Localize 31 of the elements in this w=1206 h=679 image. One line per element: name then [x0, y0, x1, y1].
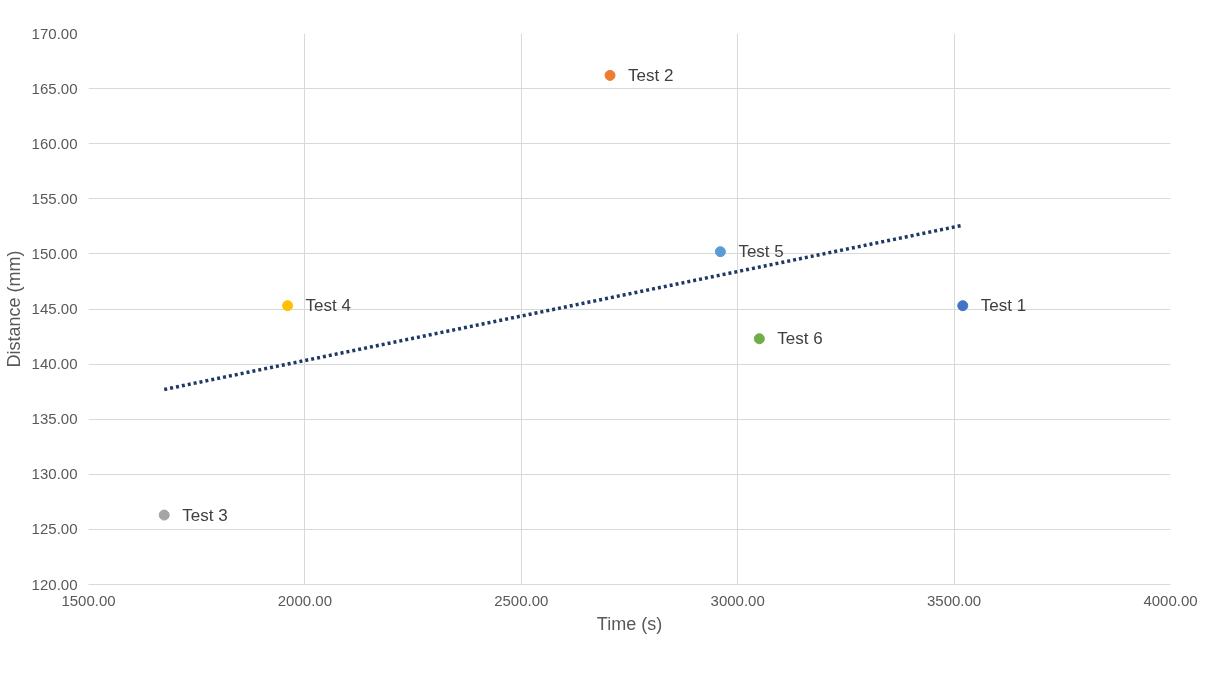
y-tick-label: 120.00: [31, 575, 78, 593]
x-tick-label: 4000.00: [1143, 591, 1198, 609]
x-tick-label: 3000.00: [710, 591, 765, 609]
x-tick-label: 3500.00: [926, 591, 982, 609]
y-tick-label: 145.00: [31, 300, 78, 317]
y-tick-label: 135.00: [31, 410, 78, 428]
y-tick-label: 165.00: [31, 79, 78, 97]
point: [282, 300, 294, 312]
y-tick-label: 170.00: [31, 24, 78, 42]
x-tick-label: 2500.00: [494, 591, 549, 609]
point: [604, 69, 616, 81]
y-axis-title: Distance (mm): [3, 250, 24, 368]
y-tick-label: 130.00: [31, 465, 78, 483]
y-tick-label: 125.00: [31, 520, 78, 538]
series-label: Test 4: [305, 296, 351, 316]
series-label: Test 2: [628, 65, 674, 85]
x-tick-label: 2000.00: [277, 591, 333, 609]
y-tick-label: 140.00: [31, 355, 78, 373]
y-tick-label: 150.00: [31, 244, 78, 262]
x-tick-label: 1500.00: [61, 591, 116, 609]
series-label: Test 5: [738, 242, 784, 262]
x-axis-title: Time (s): [596, 613, 663, 634]
point: [753, 333, 765, 345]
point: [714, 246, 726, 258]
series-label: Test 6: [777, 329, 823, 349]
point: [957, 300, 969, 312]
y-tick-label: 160.00: [31, 134, 78, 152]
y-tick-label: 155.00: [31, 189, 78, 207]
series-label: Test 1: [980, 296, 1027, 316]
point: [158, 509, 170, 521]
series-label: Test 3: [182, 505, 228, 525]
